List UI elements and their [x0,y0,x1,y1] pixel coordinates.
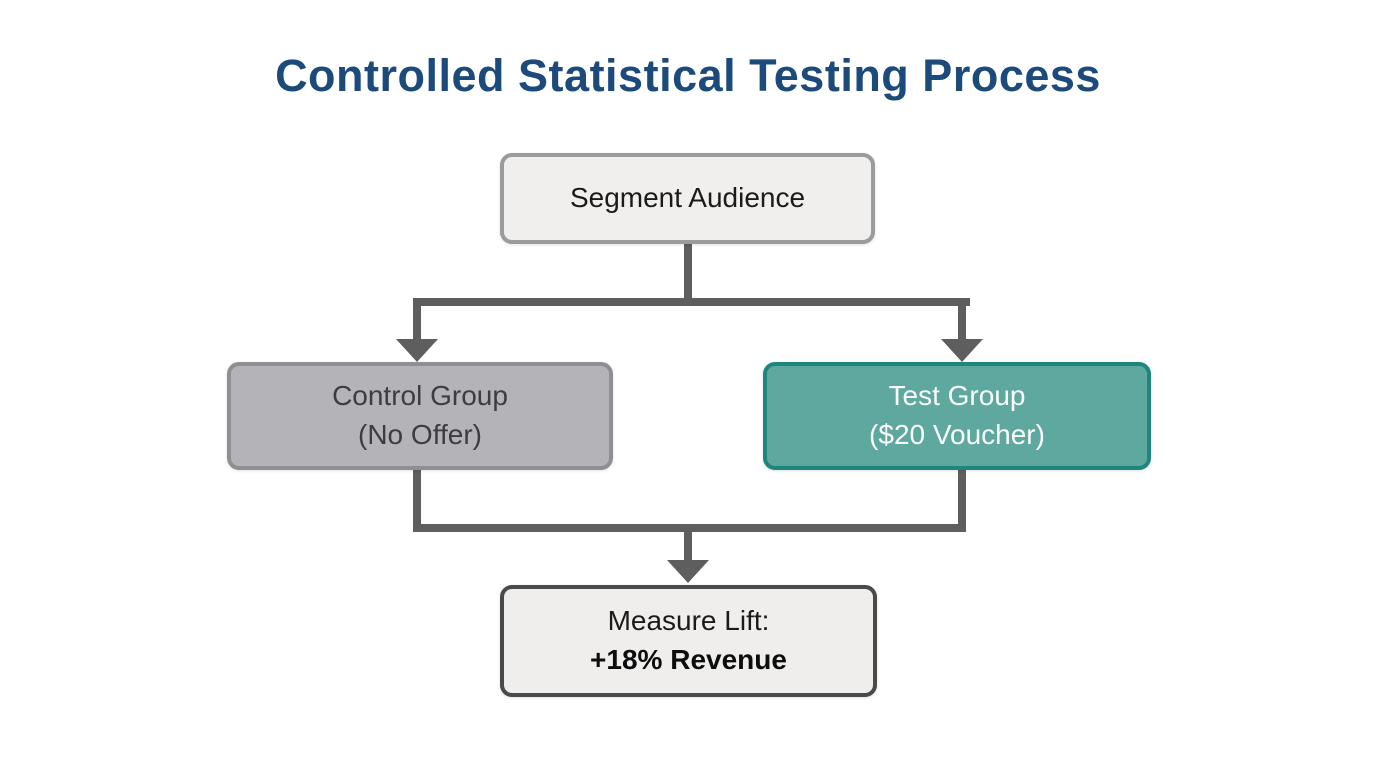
connector-segment-down [684,244,692,306]
arrowhead-measure-icon [667,560,709,583]
arrowhead-control-icon [396,339,438,362]
node-test-group: Test Group ($20 Voucher) [763,362,1151,470]
connector-drop-to-test [958,298,966,342]
node-segment-audience: Segment Audience [500,153,875,244]
control-group-label: Control Group [332,380,508,412]
control-group-sublabel: (No Offer) [358,419,482,450]
connector-split-horizontal [413,298,970,306]
page-title: Controlled Statistical Testing Process [275,50,1101,101]
measure-lift-label: Measure Lift: [607,605,770,637]
test-group-sublabel: ($20 Voucher) [869,419,1045,450]
test-group-label: Test Group [888,380,1026,412]
arrowhead-test-icon [941,339,983,362]
connector-drop-to-measure [684,524,692,562]
connector-control-down [413,470,421,532]
node-control-group: Control Group (No Offer) [227,362,613,470]
node-measure-lift: Measure Lift: +18% Revenue [500,585,877,697]
measure-lift-result: +18% Revenue [590,644,787,675]
connector-drop-to-control [413,298,421,342]
segment-audience-label: Segment Audience [569,182,806,214]
connector-test-down [958,470,966,532]
